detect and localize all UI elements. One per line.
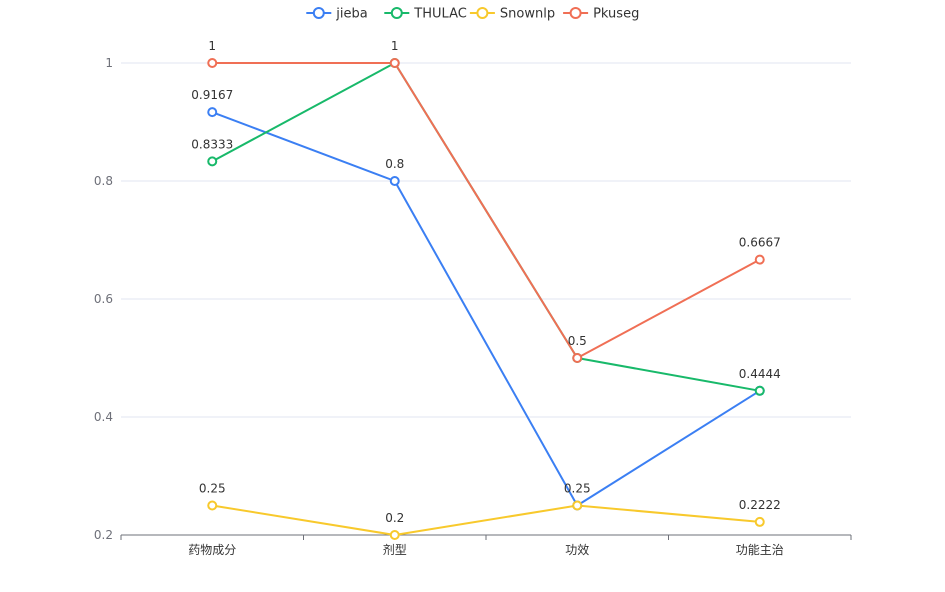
data-point-snownlp[interactable] (389, 530, 400, 540)
y-tick-label: 0.4 (94, 410, 113, 424)
data-label-thulac: 0.8333 (191, 137, 233, 151)
legend-marker-icon (569, 7, 582, 19)
data-point-pkuseg[interactable] (207, 58, 218, 68)
legend-marker-icon (476, 7, 489, 19)
data-point-pkuseg[interactable] (389, 58, 400, 68)
y-tick-label: 0.6 (94, 292, 113, 306)
data-label-jieba: 0.9167 (191, 88, 233, 102)
axis-layer: 0.2 0.4 0.6 0.8 1 药物成分 剂型 功效 功能主治 (94, 56, 852, 557)
data-label-snownlp: 0.2 (385, 511, 404, 525)
data-point-jieba[interactable] (389, 176, 400, 186)
data-point-pkuseg[interactable] (572, 353, 583, 363)
data-point-snownlp[interactable] (754, 516, 765, 527)
legend-item-thulac[interactable]: THULAC (384, 7, 467, 22)
data-point-snownlp[interactable] (207, 500, 218, 511)
legend-label: jieba (335, 7, 367, 22)
series-line-pkuseg (212, 62, 761, 359)
series-line-jieba (211, 111, 761, 507)
legend-marker-icon (390, 7, 403, 19)
legend-item-snownlp[interactable]: Snownlp (469, 7, 555, 22)
legend-item-pkuseg[interactable]: Pkuseg (563, 7, 639, 22)
data-label-thulac: 0.4444 (739, 367, 781, 381)
x-category-label: 剂型 (383, 542, 407, 557)
series-layer (207, 58, 765, 540)
data-label-pkuseg: 0.6667 (739, 236, 781, 250)
legend-label: THULAC (413, 7, 467, 22)
data-label-snownlp: 0.25 (199, 482, 226, 496)
y-tick-label: 0.2 (94, 528, 113, 542)
legend-label: Snownlp (500, 7, 555, 22)
data-label-snownlp: 0.2222 (739, 498, 781, 512)
data-label-snownlp: 0.25 (564, 482, 591, 496)
data-label-layer: 0.9167 0.8 0.8333 0.4444 0.25 0.2 0.25 0.2222 1 1… (191, 39, 781, 525)
data-label-pkuseg: 1 (391, 39, 399, 53)
x-category-label: 功能主治 (736, 543, 784, 557)
data-point-jieba[interactable] (207, 107, 218, 118)
data-point-snownlp[interactable] (572, 500, 583, 511)
x-category-label: 功效 (565, 542, 589, 557)
series-line-snownlp (212, 504, 760, 536)
data-point-thulac[interactable] (207, 156, 218, 167)
data-label-jieba: 0.8 (385, 157, 404, 171)
data-point-pkuseg[interactable] (754, 254, 765, 265)
legend-marker-icon (312, 7, 325, 19)
data-label-pkuseg: 1 (208, 39, 216, 53)
data-point-thulac[interactable] (754, 385, 765, 396)
x-category-label: 药物成分 (188, 543, 236, 557)
y-tick-label: 0.8 (94, 174, 113, 188)
legend-label: Pkuseg (593, 7, 639, 22)
data-label-pkuseg: 0.5 (568, 334, 587, 348)
legend-item-jieba[interactable]: jieba (306, 7, 368, 22)
y-tick-label: 1 (105, 56, 113, 70)
legend: jieba THULAC Snownlp Pkuseg (306, 7, 639, 22)
